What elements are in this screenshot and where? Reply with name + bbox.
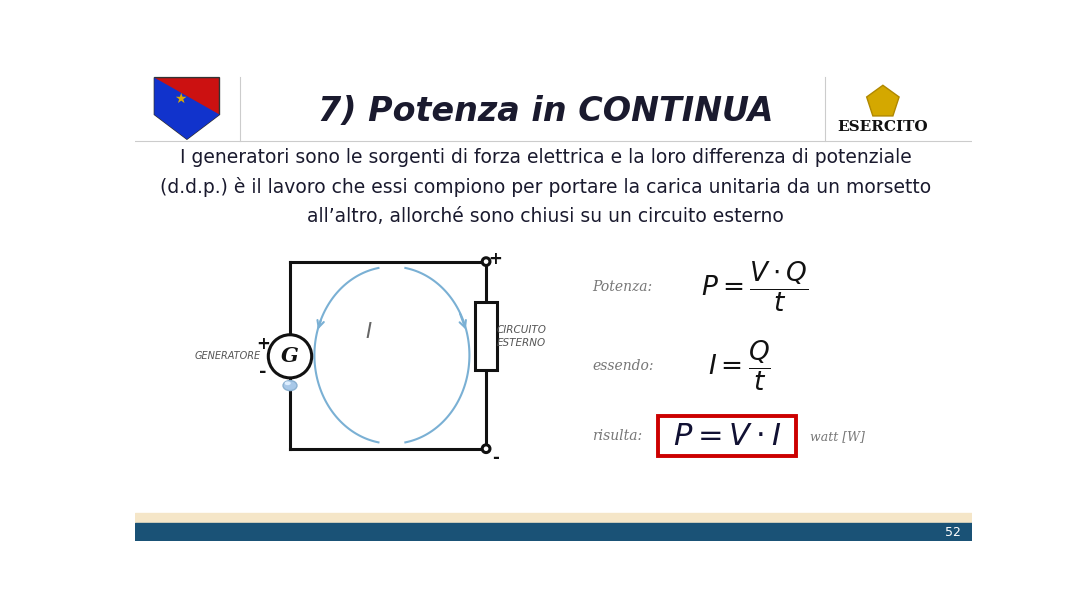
Bar	[135, 513, 972, 523]
Text: risulta:: risulta:	[592, 429, 643, 443]
Text: essendo:: essendo:	[592, 359, 653, 373]
Text: GENERATORE: GENERATORE	[194, 351, 261, 361]
Text: $P = \dfrac{V \cdot Q}{t}$: $P = \dfrac{V \cdot Q}{t}$	[701, 260, 809, 314]
Text: +: +	[488, 250, 502, 268]
Text: -: -	[259, 363, 267, 381]
Text: 52: 52	[945, 526, 960, 539]
Text: CIRCUITO
ESTERNO: CIRCUITO ESTERNO	[497, 325, 546, 348]
Text: $I$: $I$	[365, 322, 373, 342]
Ellipse shape	[284, 381, 291, 385]
Bar	[658, 416, 796, 457]
Polygon shape	[154, 78, 219, 139]
Text: watt [W]: watt [W]	[810, 430, 865, 443]
Text: $I = \dfrac{Q}{t}$: $I = \dfrac{Q}{t}$	[708, 339, 771, 393]
Ellipse shape	[283, 381, 297, 390]
Text: 7) Potenza in CONTINUA: 7) Potenza in CONTINUA	[318, 95, 773, 128]
Circle shape	[482, 445, 490, 452]
Circle shape	[268, 335, 312, 378]
Text: -: -	[491, 449, 499, 467]
Text: G: G	[281, 347, 299, 366]
Polygon shape	[154, 78, 219, 139]
Bar	[475, 302, 497, 370]
Text: $P = V \cdot I$: $P = V \cdot I$	[673, 421, 781, 452]
Text: ★: ★	[175, 92, 187, 106]
Text: +: +	[256, 335, 270, 353]
Text: I generatori sono le sorgenti di forza elettrica e la loro differenza di potenzi: I generatori sono le sorgenti di forza e…	[160, 148, 931, 226]
Text: ESERCITO: ESERCITO	[838, 120, 928, 134]
Text: Potenza:: Potenza:	[592, 280, 652, 294]
Circle shape	[482, 258, 490, 266]
Bar	[135, 523, 972, 541]
